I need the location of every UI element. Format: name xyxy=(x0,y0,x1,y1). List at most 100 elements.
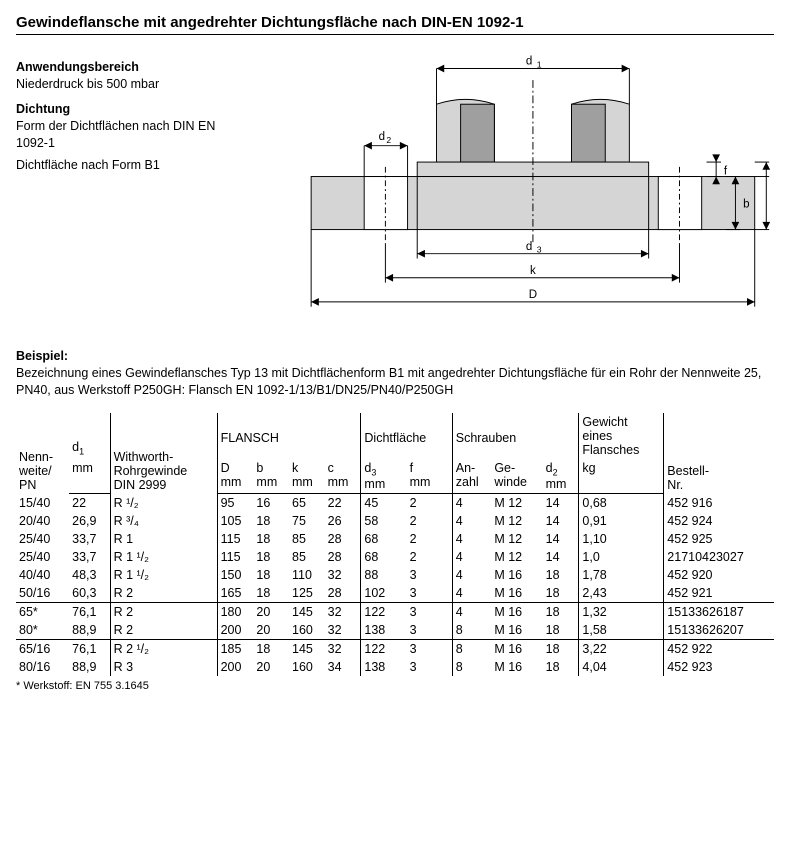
table-row: 65/1676,1R 2 ¹/₂185181453212238M 16183,2… xyxy=(16,640,774,659)
table-cell: R 2 xyxy=(110,621,217,640)
example-block: Beispiel: Bezeichnung eines Gewindeflans… xyxy=(16,348,774,399)
table-cell: 28 xyxy=(325,530,361,548)
table-cell: 1,58 xyxy=(579,621,664,640)
table-row: 15/4022R ¹/₂951665224524M 12140,68452 91… xyxy=(16,494,774,513)
table-cell: 18 xyxy=(253,548,289,566)
table-row: 50/1660,3R 2165181252810234M 16182,43452… xyxy=(16,584,774,603)
table-cell: 33,7 xyxy=(69,548,110,566)
anw-label: Anwendungsbereich xyxy=(16,59,224,76)
table-cell: 145 xyxy=(289,603,325,622)
col-withworth: Withworth-RohrgewindeDIN 2999 xyxy=(110,413,217,494)
table-cell: 34 xyxy=(325,658,361,676)
table-cell: 85 xyxy=(289,548,325,566)
table-cell: M 16 xyxy=(491,566,542,584)
table-cell: 4,04 xyxy=(579,658,664,676)
col-k: kmm xyxy=(289,459,325,494)
footnote: * Werkstoff: EN 755 3.1645 xyxy=(16,680,774,692)
table-cell: 8 xyxy=(452,658,491,676)
group-dichtfl: Dichtfläche xyxy=(361,413,452,459)
dicht-text2: Dichtfläche nach Form B1 xyxy=(16,157,224,174)
table-cell: M 16 xyxy=(491,658,542,676)
table-cell: 2 xyxy=(407,494,453,513)
group-gewicht: GewichteinesFlansches xyxy=(579,413,664,459)
table-cell: 102 xyxy=(361,584,407,603)
table-cell: 85 xyxy=(289,530,325,548)
table-cell: 68 xyxy=(361,548,407,566)
table-cell: 4 xyxy=(452,603,491,622)
example-head: Beispiel: xyxy=(16,349,68,363)
svg-text:b: b xyxy=(743,198,749,210)
table-cell: 200 xyxy=(217,658,253,676)
table-cell: 180 xyxy=(217,603,253,622)
table-cell: 40/40 xyxy=(16,566,69,584)
table-cell: 0,68 xyxy=(579,494,664,513)
table-cell: 28 xyxy=(325,584,361,603)
col-f: fmm xyxy=(407,459,453,494)
table-cell: 3 xyxy=(407,566,453,584)
table-cell: 95 xyxy=(217,494,253,513)
table-cell: 58 xyxy=(361,512,407,530)
table-cell: R 1 xyxy=(110,530,217,548)
table-cell: 32 xyxy=(325,640,361,659)
table-cell: M 16 xyxy=(491,584,542,603)
table-cell: 60,3 xyxy=(69,584,110,603)
table-cell: 1,10 xyxy=(579,530,664,548)
table-cell: 28 xyxy=(325,548,361,566)
table-cell: 452 923 xyxy=(664,658,774,676)
table-cell: 22 xyxy=(325,494,361,513)
table-cell: 160 xyxy=(289,658,325,676)
table-cell: 160 xyxy=(289,621,325,640)
table-cell: R 3 xyxy=(110,658,217,676)
anw-text: Niederdruck bis 500 mbar xyxy=(16,76,224,93)
table-cell: 1,0 xyxy=(579,548,664,566)
table-cell: 4 xyxy=(452,530,491,548)
table-cell: 88,9 xyxy=(69,621,110,640)
table-cell: 3 xyxy=(407,640,453,659)
table-row: 25/4033,7R 1 ¹/₂1151885286824M 12141,021… xyxy=(16,548,774,566)
table-cell: 68 xyxy=(361,530,407,548)
table-cell: 2 xyxy=(407,512,453,530)
table-cell: 18 xyxy=(253,584,289,603)
table-cell: 14 xyxy=(543,494,579,513)
svg-text:k: k xyxy=(530,265,536,277)
table-cell: 75 xyxy=(289,512,325,530)
col-gew: Ge-winde xyxy=(491,459,542,494)
table-cell: 18 xyxy=(543,621,579,640)
table-cell: 18 xyxy=(543,658,579,676)
table-cell: 33,7 xyxy=(69,530,110,548)
table-cell: 452 925 xyxy=(664,530,774,548)
svg-text:d: d xyxy=(379,131,385,143)
table-cell: 3 xyxy=(407,621,453,640)
table-cell: 452 921 xyxy=(664,584,774,603)
example-body: Bezeichnung eines Gewindeflansches Typ 1… xyxy=(16,366,761,397)
table-cell: 122 xyxy=(361,603,407,622)
table-cell: R ³/₄ xyxy=(110,512,217,530)
svg-text:D: D xyxy=(529,289,537,301)
table-cell: R 2 xyxy=(110,584,217,603)
table-cell: 20 xyxy=(253,658,289,676)
table-row: 80*88,9R 2200201603213838M 16181,5815133… xyxy=(16,621,774,640)
table-cell: 110 xyxy=(289,566,325,584)
table-cell: 65* xyxy=(16,603,69,622)
table-cell: 165 xyxy=(217,584,253,603)
table-cell: M 16 xyxy=(491,640,542,659)
table-cell: M 12 xyxy=(491,530,542,548)
table-cell: 16 xyxy=(253,494,289,513)
table-cell: 18 xyxy=(253,530,289,548)
group-bestell: Bestell-Nr. xyxy=(664,413,774,494)
group-schrauben: Schrauben xyxy=(452,413,579,459)
table-cell: 4 xyxy=(452,494,491,513)
table-row: 40/4048,3R 1 ¹/₂15018110328834M 16181,78… xyxy=(16,566,774,584)
group-flansch: FLANSCH xyxy=(217,413,361,459)
col-anz: An-zahl xyxy=(452,459,491,494)
table-cell: 21710423027 xyxy=(664,548,774,566)
table-cell: M 12 xyxy=(491,548,542,566)
table-cell: 26,9 xyxy=(69,512,110,530)
table-cell: 65 xyxy=(289,494,325,513)
col-kg: kg xyxy=(579,459,664,494)
table-cell: 200 xyxy=(217,621,253,640)
table-cell: 88,9 xyxy=(69,658,110,676)
col-c: cmm xyxy=(325,459,361,494)
table-cell: 122 xyxy=(361,640,407,659)
spec-text: Anwendungsbereich Niederdruck bis 500 mb… xyxy=(16,51,224,334)
